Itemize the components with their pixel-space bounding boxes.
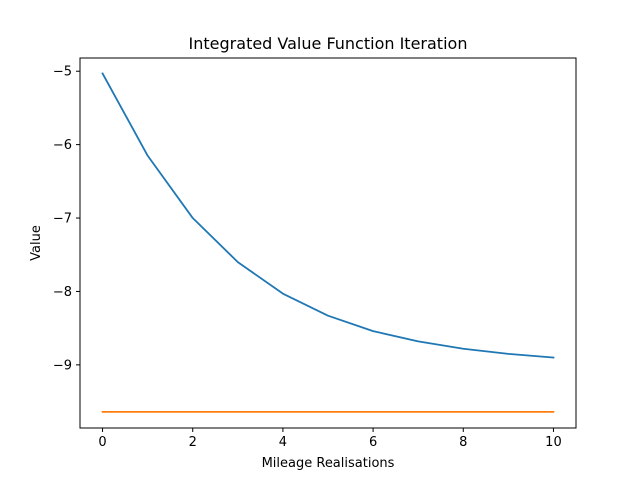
series-layer: [101, 72, 555, 413]
y-tick-label: −8: [53, 285, 72, 300]
y-tick-label: −6: [53, 138, 72, 153]
x-axis-label: Mileage Realisations: [262, 456, 395, 471]
plot-area: [80, 58, 576, 428]
axes-frame: [79, 57, 577, 429]
x-tick-label: 10: [545, 435, 562, 450]
series-line-1: [101, 72, 555, 359]
y-axis-label: Value: [29, 225, 44, 261]
x-tick-label: 8: [459, 435, 467, 450]
chart-title: Integrated Value Function Iteration: [189, 34, 468, 53]
y-tick-label: −5: [53, 65, 72, 80]
y-tick-label: −7: [53, 212, 72, 227]
y-tick-label: −9: [53, 358, 72, 373]
x-tick-label: 0: [98, 435, 106, 450]
tick-layer: 0 2 4 6 8 10 −5 −6 −7 −8 −9: [53, 65, 562, 450]
x-tick-label: 2: [189, 435, 197, 450]
x-tick-label: 4: [279, 435, 287, 450]
x-tick-label: 6: [369, 435, 377, 450]
